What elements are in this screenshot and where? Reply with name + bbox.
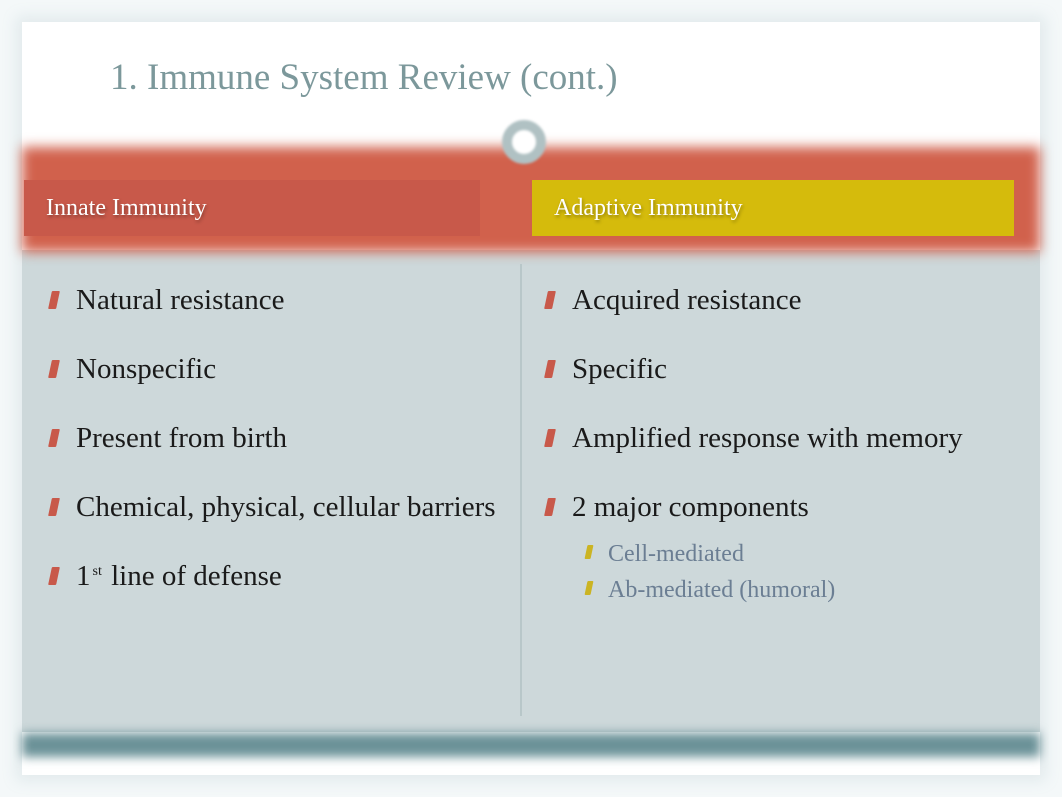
sub-list-item-text: Ab-mediated (humoral) bbox=[608, 577, 835, 603]
left-column: Natural resistance Nonspecific Present f… bbox=[36, 282, 506, 628]
right-column: Acquired resistance Specific Amplified r… bbox=[532, 282, 1012, 640]
list-item-text: Chemical, physical, cellular barriers bbox=[76, 491, 496, 523]
ordinal-suffix: st bbox=[91, 564, 104, 579]
page-title: 1. Immune System Review (cont.) bbox=[110, 56, 618, 99]
list-item-text: Natural resistance bbox=[76, 284, 285, 316]
list-item: Amplified response with memory bbox=[532, 420, 1012, 457]
list-item: Present from birth bbox=[36, 420, 506, 457]
list-item: Natural resistance bbox=[36, 282, 506, 319]
column-header-innate-label: Innate Immunity bbox=[46, 195, 207, 222]
list-item-text: Specific bbox=[572, 353, 667, 385]
sub-list-item: Ab-mediated (humoral) bbox=[572, 572, 1012, 608]
list-item-text: Acquired resistance bbox=[572, 284, 801, 316]
list-item-group: 2 major components Cell-mediated Ab-medi… bbox=[532, 489, 1012, 608]
sub-list-item-text: Cell-mediated bbox=[608, 541, 744, 567]
column-divider bbox=[520, 264, 522, 716]
list-item: Acquired resistance bbox=[532, 282, 1012, 319]
innate-list: Natural resistance Nonspecific Present f… bbox=[36, 282, 506, 596]
list-item-text: Present from birth bbox=[76, 422, 287, 454]
adaptive-sub-list: Cell-mediated Ab-mediated (humoral) bbox=[572, 536, 1012, 608]
sub-list-item: Cell-mediated bbox=[572, 536, 1012, 572]
list-item: Nonspecific bbox=[36, 351, 506, 388]
list-item-text: 2 major components bbox=[572, 491, 809, 523]
decorative-ring-icon bbox=[502, 120, 546, 164]
ordinal-rest: line of defense bbox=[104, 560, 282, 592]
column-header-adaptive-label: Adaptive Immunity bbox=[554, 195, 743, 222]
list-item: Chemical, physical, cellular barriers bbox=[36, 489, 506, 526]
adaptive-list: Acquired resistance Specific Amplified r… bbox=[532, 282, 1012, 608]
column-header-adaptive: Adaptive Immunity bbox=[532, 180, 1014, 236]
list-item-text: Amplified response with memory bbox=[572, 422, 963, 454]
slide: 1. Immune System Review (cont.) Innate I… bbox=[22, 22, 1040, 775]
list-item: Specific bbox=[532, 351, 1012, 388]
footer-accent-bar bbox=[22, 733, 1040, 757]
column-header-innate: Innate Immunity bbox=[24, 180, 480, 236]
list-item: 1st line of defense bbox=[36, 558, 506, 595]
ordinal-number: 1 bbox=[76, 560, 91, 592]
list-item-text: Nonspecific bbox=[76, 353, 216, 385]
